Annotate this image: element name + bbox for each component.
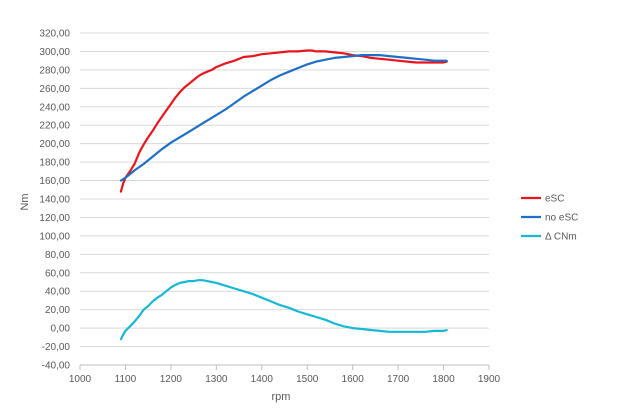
y-tick-label: 260,00 bbox=[39, 84, 70, 95]
series-line-2 bbox=[119, 53, 448, 182]
series-line-1 bbox=[119, 49, 448, 193]
legend-label: no eSC bbox=[545, 213, 578, 224]
x-tick-label: 1200 bbox=[160, 374, 183, 385]
y-axis-title: Nm bbox=[19, 193, 31, 210]
x-tick-label: 1400 bbox=[251, 374, 274, 385]
y-tick-label: 240,00 bbox=[39, 102, 70, 113]
y-tick-label: -40,00 bbox=[42, 361, 71, 372]
y-tick-label: 280,00 bbox=[39, 65, 70, 76]
x-axis-title: rpm bbox=[272, 391, 291, 403]
x-tick-label: 1800 bbox=[432, 374, 455, 385]
x-tick-label: 1000 bbox=[69, 374, 92, 385]
y-tick-label: 300,00 bbox=[39, 47, 70, 58]
y-tick-label: 20,00 bbox=[45, 305, 70, 316]
x-tick-label: 1300 bbox=[205, 374, 228, 385]
legend: eSC no eSC Δ CNm bbox=[521, 194, 578, 243]
series-line-3 bbox=[119, 279, 448, 341]
gridlines bbox=[80, 32, 489, 366]
y-tick-label: 120,00 bbox=[39, 213, 70, 224]
y-tick-label: -20,00 bbox=[42, 342, 71, 353]
axes: -40,00 -20,00 0,00 20,00 40,00 60,00 80,00 100,… bbox=[39, 29, 500, 386]
plot-area bbox=[119, 49, 448, 341]
y-tick-label: 100,00 bbox=[39, 231, 70, 242]
y-tick-label: 320,00 bbox=[39, 29, 70, 40]
legend-label: Δ CNm bbox=[545, 232, 577, 243]
y-tick-label: 140,00 bbox=[39, 195, 70, 206]
legend-label: eSC bbox=[545, 194, 564, 205]
y-tick-label: 200,00 bbox=[39, 139, 70, 150]
x-tick-label: 1100 bbox=[115, 374, 137, 385]
y-tick-label: 60,00 bbox=[45, 268, 70, 279]
x-tick-label: 1600 bbox=[342, 374, 365, 385]
y-tick-label: 180,00 bbox=[39, 158, 70, 169]
y-tick-label: 160,00 bbox=[39, 176, 70, 187]
y-tick-label: 80,00 bbox=[45, 250, 70, 261]
x-tick-label: 1500 bbox=[296, 374, 319, 385]
y-tick-label: 40,00 bbox=[45, 287, 70, 298]
x-tick-label: 1700 bbox=[387, 374, 410, 385]
x-tick-label: 1900 bbox=[478, 374, 501, 385]
y-tick-label: 220,00 bbox=[39, 121, 70, 132]
y-tick-label: 0,00 bbox=[51, 324, 71, 335]
